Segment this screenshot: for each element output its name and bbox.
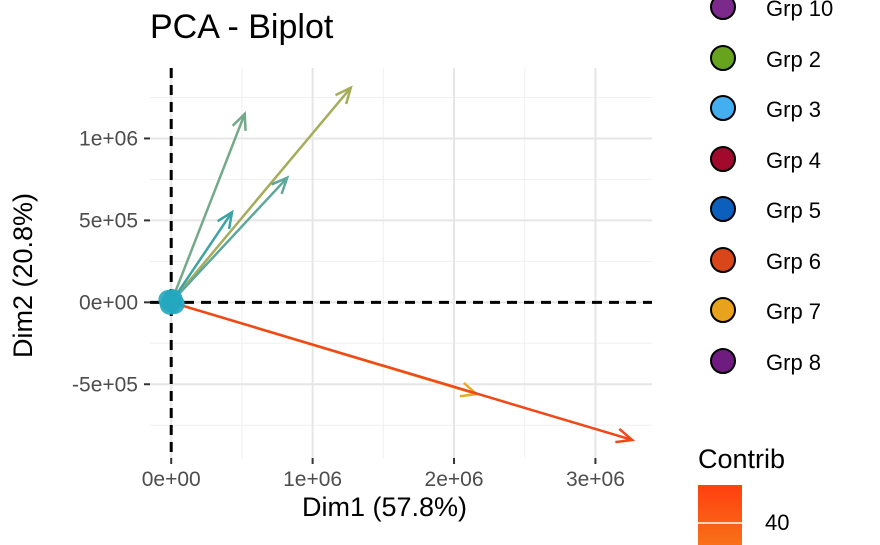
legend-swatch — [710, 297, 736, 323]
x-axis-label: Dim1 (57.8%) — [302, 492, 468, 522]
legend-swatch — [710, 95, 736, 121]
x-tick-label: 2e+06 — [425, 468, 484, 491]
chart-title: PCA - Biplot — [150, 8, 334, 46]
y-tick-label: 5e+05 — [79, 209, 138, 232]
legend-label: Grp 6 — [766, 248, 822, 274]
legend-label: Grp 2 — [766, 46, 822, 72]
legend-label: Grp 4 — [766, 147, 822, 173]
y-tick-label: 1e+06 — [79, 127, 138, 150]
legend-item: Grp 7 — [705, 291, 875, 331]
legend-label: Grp 10 — [766, 0, 834, 21]
legend-swatch — [710, 246, 736, 273]
y-tick-label: -5e+05 — [72, 373, 138, 396]
legend-label: Grp 5 — [766, 198, 822, 223]
variable-arrow — [170, 211, 234, 304]
legend-swatch — [710, 44, 736, 71]
y-tick-label: 0e+00 — [79, 291, 138, 314]
legend-item: Grp 3 — [705, 89, 875, 129]
variable-arrow — [170, 86, 352, 304]
legend-swatch — [710, 145, 736, 172]
individual-point — [159, 294, 180, 315]
legend-item: Grp 4 — [705, 140, 875, 180]
legend-item: Grp 2 — [705, 39, 875, 79]
variable-arrow — [170, 301, 633, 442]
x-tick-label: 0e+00 — [142, 468, 201, 491]
legend-item: Grp 5 — [705, 190, 875, 230]
legend-item: Grp 6 — [705, 241, 875, 281]
y-axis-label: Dim2 (20.8%) — [8, 192, 38, 358]
contrib-colorbar — [698, 485, 742, 545]
legend-swatch — [710, 0, 736, 20]
legend-label: Grp 3 — [766, 97, 822, 122]
x-tick-label: 1e+06 — [283, 468, 342, 491]
variable-arrow-head — [231, 111, 247, 131]
variable-arrow — [170, 176, 289, 304]
variable-arrow — [170, 113, 246, 303]
legend-swatch — [710, 196, 736, 222]
legend-swatch — [710, 347, 736, 374]
x-tick-label: 3e+06 — [566, 468, 625, 491]
contrib-legend-label: 40 — [765, 510, 790, 535]
variable-arrow-head — [334, 85, 353, 105]
contrib-colorbar-tick — [698, 522, 742, 524]
legend-label: Grp 7 — [766, 299, 822, 324]
legend-item: Grp 8 — [705, 342, 875, 382]
variable-arrow-head — [271, 175, 290, 195]
legend-label: Grp 8 — [766, 349, 822, 375]
contrib-legend-title: Contrib — [698, 444, 786, 474]
legend-item: Grp 10 — [705, 0, 875, 28]
variable-arrow-head — [615, 427, 636, 444]
variable-arrow-head — [216, 209, 234, 230]
